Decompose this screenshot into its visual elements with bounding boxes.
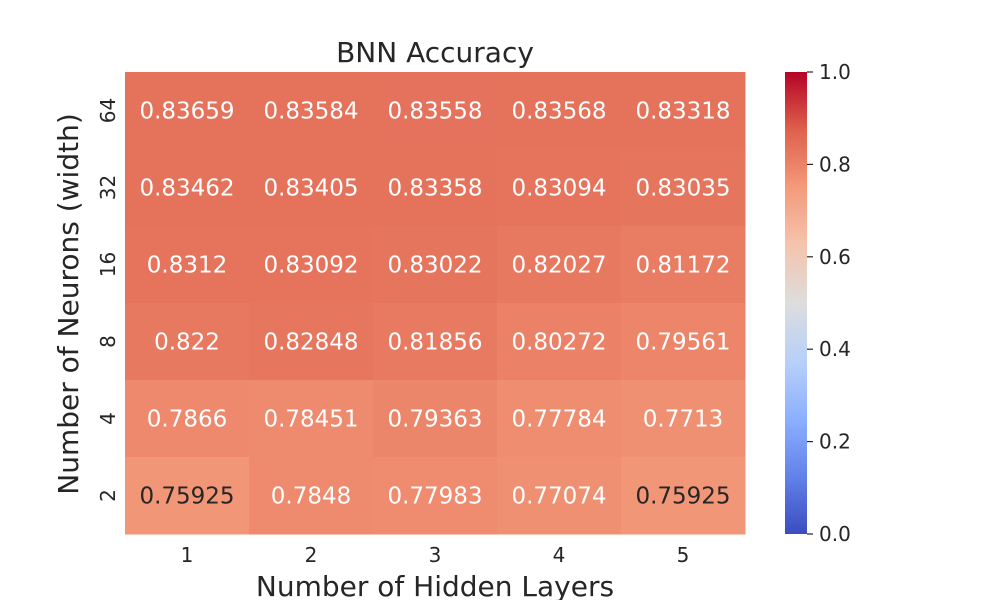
- heatmap-cell: [621, 380, 746, 458]
- cell-value-label: 0.83584: [263, 99, 358, 125]
- colorbar-tick-label: 0.8: [819, 152, 851, 176]
- cell-value-label: 0.8312: [147, 253, 227, 279]
- heatmap-cell: [621, 457, 746, 535]
- cell-value-label: 0.83558: [387, 99, 482, 125]
- colorbar-tick-label: 0.0: [819, 522, 851, 546]
- x-tick-labels: 1 2 3 4 5: [181, 543, 690, 567]
- heatmap-cell: [373, 226, 498, 304]
- cell-value-label: 0.83568: [511, 99, 606, 125]
- cell-value-label: 0.7713: [643, 407, 723, 433]
- heatmap-cells: [125, 72, 746, 535]
- y-tick-label: 64: [96, 98, 120, 123]
- heatmap-cell: [373, 457, 498, 535]
- cell-value-label: 0.822: [154, 330, 220, 356]
- heatmap-cell: [249, 303, 374, 381]
- heatmap-cell: [497, 303, 622, 381]
- y-tick-label: 16: [96, 252, 120, 277]
- heatmap-cell: [497, 149, 622, 227]
- heatmap-cell-labels: 0.83659 0.83584 0.83558 0.83568 0.83318 0.834…: [139, 99, 730, 510]
- y-tick-label: 2: [96, 489, 120, 502]
- colorbar-tick-label: 1.0: [819, 60, 851, 84]
- heatmap-cell: [125, 72, 250, 150]
- colorbar-tick-label: 0.4: [819, 337, 851, 361]
- x-tick-label: 5: [677, 543, 690, 567]
- heatmap-cell: [621, 303, 746, 381]
- cell-value-label: 0.77074: [511, 484, 606, 510]
- heatmap-cell: [249, 226, 374, 304]
- cell-value-label: 0.83035: [635, 176, 730, 202]
- cell-value-label: 0.83358: [387, 176, 482, 202]
- x-tick-label: 4: [553, 543, 566, 567]
- cell-value-label: 0.80272: [511, 330, 606, 356]
- cell-value-label: 0.79363: [387, 407, 482, 433]
- heatmap-cell: [497, 457, 622, 535]
- heatmap-cell: [249, 72, 374, 150]
- cell-value-label: 0.7866: [147, 407, 227, 433]
- y-tick-label: 8: [96, 335, 120, 348]
- colorbar-tick-label: 0.2: [819, 430, 851, 454]
- heatmap-cell: [125, 226, 250, 304]
- heatmap-cell: [249, 149, 374, 227]
- heatmap-cell: [125, 303, 250, 381]
- heatmap-cell: [373, 149, 498, 227]
- cell-value-label: 0.79561: [635, 330, 730, 356]
- y-tick-labels: 64 32 16 8 4 2: [96, 98, 120, 502]
- heatmap-cell: [621, 149, 746, 227]
- x-tick-label: 2: [305, 543, 318, 567]
- heatmap-cell: [125, 457, 250, 535]
- colorbar-tick-label: 0.6: [819, 245, 851, 269]
- heatmap-cell: [249, 380, 374, 458]
- heatmap-cell: [497, 226, 622, 304]
- heatmap-cell: [125, 149, 250, 227]
- cell-value-label: 0.81172: [635, 253, 730, 279]
- heatmap-cell: [621, 72, 746, 150]
- cell-value-label: 0.75925: [635, 484, 730, 510]
- x-axis-label: Number of Hidden Layers: [256, 570, 614, 600]
- cell-value-label: 0.83094: [511, 176, 606, 202]
- heatmap-cell: [373, 72, 498, 150]
- heatmap-cell: [125, 380, 250, 458]
- cell-value-label: 0.77983: [387, 484, 482, 510]
- heatmap-cell: [373, 380, 498, 458]
- x-tick-label: 3: [429, 543, 442, 567]
- heatmap-cell: [621, 226, 746, 304]
- cell-value-label: 0.83462: [139, 176, 234, 202]
- cell-value-label: 0.82027: [511, 253, 606, 279]
- cell-value-label: 0.81856: [387, 330, 482, 356]
- cell-value-label: 0.78451: [263, 407, 358, 433]
- cell-value-label: 0.77784: [511, 407, 606, 433]
- heatmap-cell: [497, 72, 622, 150]
- cell-value-label: 0.83659: [139, 99, 234, 125]
- colorbar-ticks: 0.0 0.2 0.4 0.6 0.8 1.0: [807, 60, 851, 546]
- x-tick-label: 1: [181, 543, 194, 567]
- heatmap-cell: [249, 457, 374, 535]
- cell-value-label: 0.83318: [635, 99, 730, 125]
- cell-value-label: 0.83405: [263, 176, 358, 202]
- cell-value-label: 0.83092: [263, 253, 358, 279]
- y-axis-label: Number of Neurons (width): [52, 113, 85, 494]
- cell-value-label: 0.7848: [271, 484, 351, 510]
- cell-value-label: 0.83022: [387, 253, 482, 279]
- cell-value-label: 0.82848: [263, 330, 358, 356]
- heatmap-cell: [497, 380, 622, 458]
- y-tick-label: 32: [96, 175, 120, 200]
- y-tick-label: 4: [96, 412, 120, 425]
- chart-title: BNN Accuracy: [336, 36, 534, 69]
- heatmap-cell: [373, 303, 498, 381]
- colorbar: [785, 72, 807, 534]
- cell-value-label: 0.75925: [139, 484, 234, 510]
